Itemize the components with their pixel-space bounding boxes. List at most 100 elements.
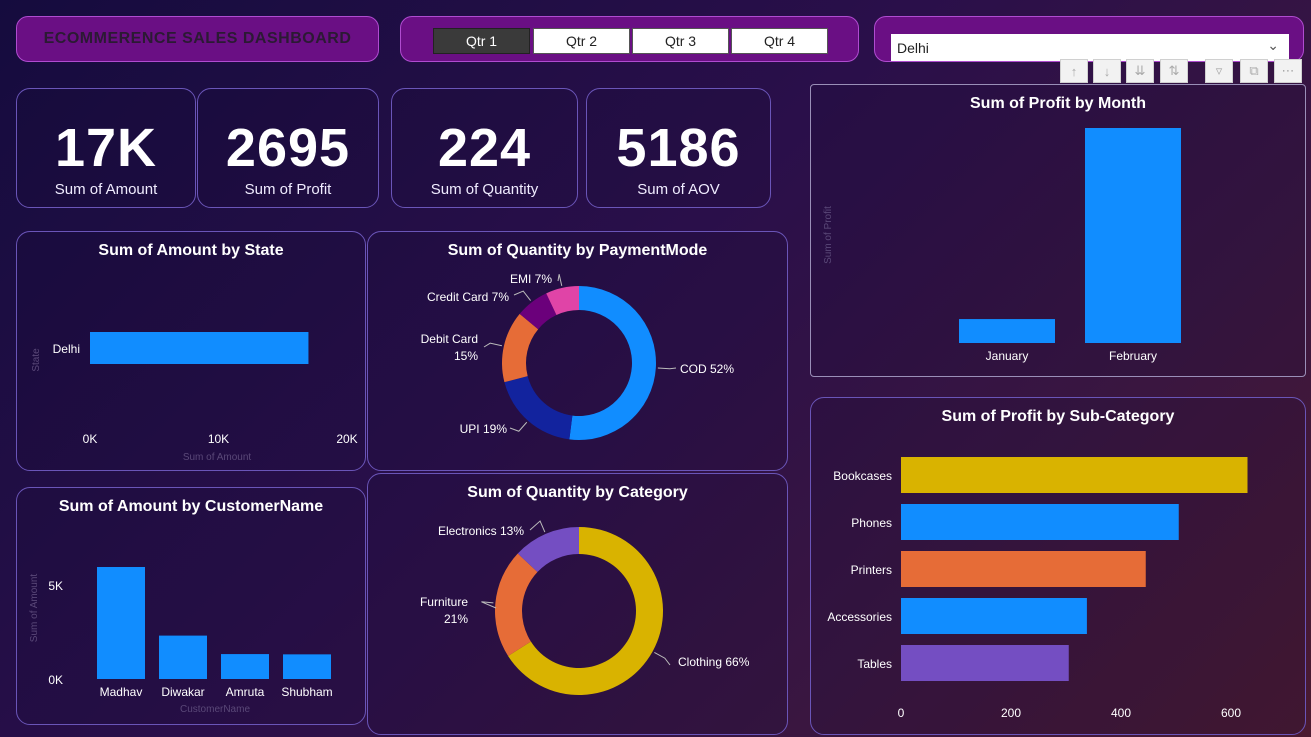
bar-printers[interactable] [901, 551, 1146, 587]
drill-down-icon[interactable]: ↓ [1093, 59, 1121, 83]
y-axis-label: Sum of Profit [823, 206, 834, 264]
slice-label: COD 52% [680, 362, 734, 376]
next-level-icon[interactable]: ⇊ [1126, 59, 1154, 83]
chart-amount-by-state[interactable]: Sum of Amount by State State Sum of Amou… [16, 231, 366, 471]
leader-line[interactable] [657, 367, 677, 370]
category-donut: Clothing 66% Furniture 21% Electronics 13% [420, 520, 750, 695]
kpi-card-amount: 17K Sum of Amount [16, 88, 196, 208]
bar-january[interactable] [959, 319, 1055, 343]
leader-line[interactable] [557, 274, 563, 287]
x-tick-label: Shubham [281, 685, 332, 699]
x-tick-label: 200 [1001, 706, 1021, 720]
more-options-icon[interactable]: ⋯ [1274, 59, 1302, 83]
slice-label: Debit Card [421, 332, 478, 346]
state-dropdown[interactable]: Delhi ⌄ [891, 34, 1289, 61]
category-label: Accessories [827, 610, 892, 624]
paymentmode-donut: COD 52% UPI 19% Debit Card 15% Credit Card 7… [421, 272, 734, 440]
chart-quantity-by-category[interactable]: Sum of Quantity by Category Clothing 66%… [367, 473, 788, 735]
leader-line[interactable] [483, 342, 503, 348]
slice-label: Credit Card 7% [427, 290, 509, 304]
slice-cod[interactable] [569, 286, 656, 440]
chart-title: Sum of Profit by Month [970, 95, 1146, 112]
category-label: Bookcases [833, 469, 892, 483]
x-tick-label: 400 [1111, 706, 1131, 720]
bar-phones[interactable] [901, 504, 1179, 540]
x-tick-label: 10K [208, 432, 229, 446]
y-tick-label: 0K [48, 673, 63, 687]
slice-emi[interactable] [546, 286, 579, 316]
category-label: Printers [851, 563, 892, 577]
kpi-card-quantity: 224 Sum of Quantity [391, 88, 578, 208]
slice-label: UPI 19% [460, 422, 508, 436]
chart-profit-by-subcategory[interactable]: Sum of Profit by Sub-Category Bookcases P… [810, 397, 1306, 735]
chart-title: Sum of Amount by State [98, 242, 284, 259]
state-slicer: Delhi ⌄ [874, 16, 1304, 62]
dashboard-title: ECOMMERENCE SALES DASHBOARD [43, 30, 352, 47]
state-dropdown-value: Delhi [897, 39, 929, 56]
slice-debit-card[interactable] [502, 313, 539, 383]
x-tick-label: Diwakar [161, 685, 204, 699]
bar-february[interactable] [1085, 128, 1181, 343]
qtr-2-button[interactable]: Qtr 2 [533, 28, 630, 54]
kpi-card-aov: 5186 Sum of AOV [586, 88, 771, 208]
bar-bookcases[interactable] [901, 457, 1248, 493]
bar-shubham[interactable] [283, 654, 331, 679]
slice-label: EMI 7% [510, 272, 552, 286]
y-axis-label: State [31, 348, 42, 372]
chart-amount-by-customer[interactable]: Sum of Amount by CustomerName Sum of Amo… [16, 487, 366, 725]
x-tick-label: 0K [83, 432, 98, 446]
focus-mode-icon[interactable]: ⧉ [1240, 59, 1268, 83]
chart-title: Sum of Profit by Sub-Category [941, 408, 1175, 425]
x-axis-label: CustomerName [180, 704, 250, 715]
drill-up-icon[interactable]: ↑ [1060, 59, 1088, 83]
category-label: Tables [857, 657, 892, 671]
kpi-value: 17K [54, 118, 158, 178]
leader-line[interactable] [481, 601, 497, 609]
dashboard-title-panel: ECOMMERENCE SALES DASHBOARD [16, 16, 379, 62]
slice-furniture[interactable] [495, 553, 538, 657]
kpi-label: Sum of AOV [637, 181, 720, 198]
bar-amruta[interactable] [221, 654, 269, 679]
qtr-3-button[interactable]: Qtr 3 [632, 28, 729, 54]
bar-diwakar[interactable] [159, 635, 207, 679]
slice-electronics[interactable] [517, 527, 579, 572]
y-tick-label: 5K [48, 579, 63, 593]
slice-label-percent: 21% [444, 612, 468, 626]
filter-icon[interactable]: ▿ [1205, 59, 1233, 83]
kpi-label: Sum of Amount [54, 181, 158, 198]
qtr-1-button[interactable]: Qtr 1 [433, 28, 530, 54]
x-tick-label: February [1109, 349, 1157, 363]
chevron-down-icon[interactable]: ⌄ [1267, 37, 1279, 53]
kpi-card-profit: 2695 Sum of Profit [197, 88, 379, 208]
expand-hierarchy-icon[interactable]: ⇅ [1160, 59, 1188, 83]
leader-line[interactable] [529, 520, 546, 533]
kpi-label: Sum of Profit [244, 181, 332, 198]
chart-title: Sum of Quantity by Category [467, 484, 688, 501]
slice-upi[interactable] [504, 376, 573, 440]
slice-credit-card[interactable] [519, 293, 557, 330]
chart-title: Sum of Amount by CustomerName [58, 498, 324, 515]
profit-by-subcategory-plot: Bookcases Phones Printers Accessories Tables… [827, 457, 1248, 720]
amount-by-customer-plot: Sum of Amount CustomerName Madhav Diwakar… [29, 567, 333, 715]
kpi-label: Sum of Quantity [430, 181, 539, 198]
leader-line[interactable] [654, 651, 671, 666]
quarter-slicer: Qtr 1 Qtr 2 Qtr 3 Qtr 4 [400, 16, 859, 62]
slice-clothing[interactable] [508, 527, 663, 695]
bar-accessories[interactable] [901, 598, 1087, 634]
kpi-value: 5186 [616, 118, 741, 178]
bar-madhav[interactable] [97, 567, 145, 679]
slice-label-percent: 15% [454, 349, 478, 363]
kpi-value: 2695 [225, 118, 351, 178]
y-axis-label: Sum of Amount [29, 574, 40, 643]
x-tick-label: 20K [336, 432, 357, 446]
x-tick-label: 600 [1221, 706, 1241, 720]
chart-profit-by-month[interactable]: Sum of Profit by Month Sum of Profit Jan… [810, 84, 1306, 377]
category-label: Phones [851, 516, 892, 530]
leader-line[interactable] [509, 421, 528, 432]
bar-tables[interactable] [901, 645, 1069, 681]
qtr-4-button[interactable]: Qtr 4 [731, 28, 828, 54]
kpi-value: 224 [437, 118, 532, 178]
bar-delhi[interactable] [90, 332, 309, 364]
chart-quantity-by-paymentmode[interactable]: Sum of Quantity by PaymentMode COD 52% UP… [367, 231, 788, 471]
leader-line[interactable] [513, 290, 531, 301]
